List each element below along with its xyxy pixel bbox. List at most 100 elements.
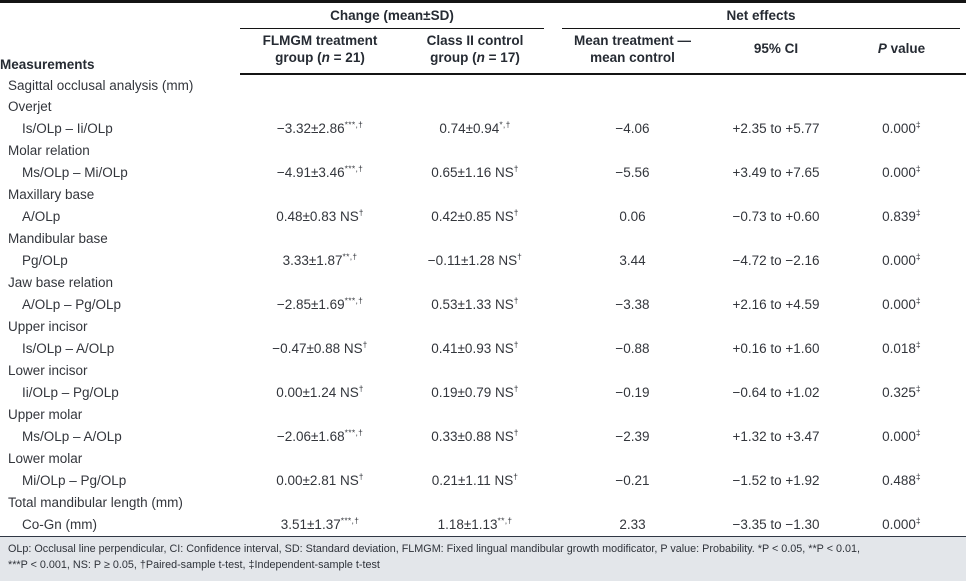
control-change-value: −0.11±1.28 NS† [400,250,550,272]
flmgm-change-value: 0.00±1.24 NS† [240,382,400,404]
section-label: Lower incisor [8,363,88,379]
ci-value: +1.32 to +3.47 [732,429,820,445]
p-value: 0.000‡ [837,250,966,272]
significance-superscript: † [362,339,368,350]
mean-difference-value: 3.44 [619,253,646,269]
ci-value: +3.49 to +7.65 [732,165,820,181]
value-text: 0.488 [882,473,916,489]
significance-superscript: ‡ [915,119,921,130]
measurement-label: Is/OLp – Ii/OLp [22,121,113,137]
value-text: 0.018 [882,341,916,357]
control-change-value: 1.18±1.13**,† [400,514,550,536]
value-text: 0.42±0.85 NS [431,209,514,225]
p-rest: value [886,41,926,57]
section-row: Total mandibular length (mm) [0,492,966,514]
p-value: 0.488‡ [837,470,966,492]
ci-value: +2.35 to +5.77 [732,121,820,137]
mean-difference-value: −0.21 [615,473,650,489]
value-text: 3.33±1.87 [282,253,343,269]
p-value: 0.000‡ [837,514,966,536]
p-value: 0.000‡ [837,118,966,140]
flmgm-change-value: −4.91±3.46***,† [240,162,400,184]
value-text: 0.000 [882,297,916,313]
control-header-n: n [476,49,485,65]
mean-difference-value: −2.39 [615,429,650,445]
mean-difference-value: 2.33 [619,517,646,533]
measurement-label: Mi/OLp – Pg/OLp [22,473,127,489]
ci-value: +0.16 to +1.60 [732,341,820,357]
column-header-measurements: Measurements [0,56,95,72]
significance-superscript: ‡ [915,339,921,350]
value-text: 0.00±1.24 NS [276,385,359,401]
table-row: Ms/OLp – Mi/OLp −4.91±3.46***,† 0.65±1.1… [0,162,966,184]
column-header-flmgm-group: FLMGM treatment group (n = 21) [240,28,400,75]
significance-superscript: ‡ [915,383,921,394]
table-row: Ms/OLp – A/OLp −2.06±1.68***,† 0.33±0.88… [0,426,966,448]
value-text: 0.000 [882,165,916,181]
significance-superscript: † [513,471,519,482]
column-header-control-group: Class II control group (n = 17) [400,28,550,75]
section-row: Jaw base relation [0,272,966,294]
control-change-value: 0.53±1.33 NS† [400,294,550,316]
footnote-line-1: OLp: Occlusal line perpendicular, CI: Co… [8,542,861,555]
measurement-label: Ms/OLp – A/OLp [22,429,122,445]
significance-superscript: † [358,207,364,218]
significance-superscript: ‡ [915,471,921,482]
significance-superscript: ‡ [915,207,921,218]
flmgm-change-value: −2.06±1.68***,† [240,426,400,448]
mean-difference-value: −3.38 [615,297,650,313]
value-text: 0.00±2.81 NS [276,473,359,489]
flmgm-header-text: FLMGM treatment group ( [262,32,378,65]
ci-value: −0.73 to +0.60 [732,209,820,225]
value-text: −0.47±0.88 NS [272,341,363,357]
value-text: 0.839 [882,209,916,225]
header-spanner-row: Measurements Change (mean±SD) Net effect… [0,3,966,72]
significance-superscript: † [358,471,364,482]
significance-superscript: † [513,383,519,394]
flmgm-change-value: 3.33±1.87**,† [240,250,400,272]
value-text: −3.32±2.86 [276,121,345,137]
measurement-label: Co-Gn (mm) [22,517,97,533]
net-effects-group-label: Net effects [562,8,961,29]
flmgm-change-value: 0.00±2.81 NS† [240,470,400,492]
column-group-change: Change (mean±SD) [240,3,550,29]
significance-superscript: ***,† [340,515,360,526]
table-row: Pg/OLp 3.33±1.87**,† −0.11±1.28 NS† 3.44… [0,250,966,272]
control-change-value: 0.65±1.16 NS† [400,162,550,184]
p-value: 0.018‡ [837,338,966,360]
value-text: 0.000 [882,121,916,137]
section-label: Total mandibular length (mm) [8,495,183,511]
p-value: 0.325‡ [837,382,966,404]
control-header-text: Class II control group ( [426,32,524,65]
p-value: 0.000‡ [837,294,966,316]
flmgm-header-count: = 21) [329,49,365,65]
significance-superscript: † [517,251,523,262]
significance-superscript: ‡ [915,515,921,526]
value-text: 0.48±0.83 NS [276,209,359,225]
section-row: Lower incisor [0,360,966,382]
header-subcolumn-row: FLMGM treatment group (n = 21) Class II … [0,28,966,75]
section-label: Mandibular base [8,231,108,247]
value-text: 0.41±0.93 NS [431,341,514,357]
column-header-mean-difference: Mean treatment — mean control [550,28,715,75]
mean-difference-value: 0.06 [619,209,646,225]
section-row: Overjet [0,96,966,118]
section-label: Molar relation [8,143,90,159]
flmgm-change-value: −2.85±1.69***,† [240,294,400,316]
table-row: Is/OLp – Ii/OLp −3.32±2.86***,† 0.74±0.9… [0,118,966,140]
measurement-label: Pg/OLp [22,253,68,269]
control-header-count: = 17) [484,49,520,65]
significance-superscript: ‡ [915,295,921,306]
control-change-value: 0.74±0.94*,† [400,118,550,140]
value-text: 0.19±0.79 NS [431,385,514,401]
measurement-label: A/OLp [22,209,61,225]
section-row: Sagittal occlusal analysis (mm) [0,74,966,96]
change-group-label: Change (mean±SD) [240,8,544,29]
value-text: 0.325 [882,385,916,401]
p-italic: P [877,41,887,57]
value-text: 0.21±1.11 NS [431,473,514,489]
measurements-table: Measurements Change (mean±SD) Net effect… [0,3,966,536]
section-label: Sagittal occlusal analysis (mm) [8,77,194,93]
significance-superscript: ‡ [915,427,921,438]
flmgm-change-value: −3.32±2.86***,† [240,118,400,140]
